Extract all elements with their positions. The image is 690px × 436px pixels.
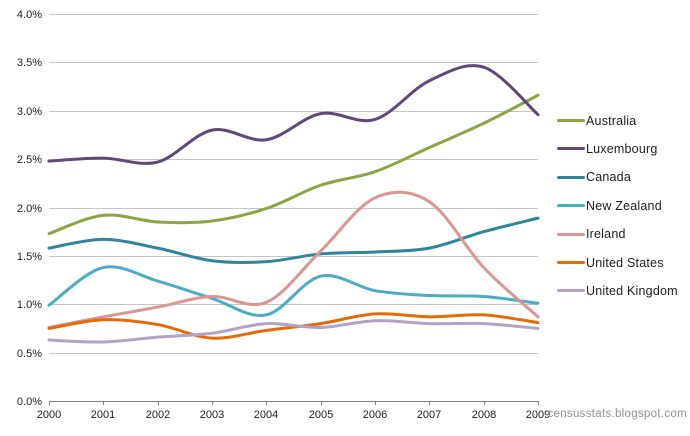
- y-axis-tick-label: 0.0%: [17, 396, 42, 408]
- x-axis-tick-label: 2003: [200, 409, 224, 421]
- y-axis-tick-label: 4.0%: [17, 9, 42, 21]
- watermark-text: censusstats.blogspot.com: [547, 408, 687, 420]
- series-line-canada: [47, 216, 540, 264]
- x-axis-tick-label: 2008: [472, 409, 496, 421]
- series-line-united-kingdom: [47, 319, 540, 344]
- x-axis-tick-label: 2009: [526, 409, 550, 421]
- series-line-australia: [47, 93, 540, 236]
- y-axis-tick-label: 0.5%: [17, 348, 42, 360]
- x-axis-tick-label: 2002: [146, 409, 170, 421]
- x-axis-tick-label: 2006: [363, 409, 387, 421]
- x-axis-tick-label: 2005: [309, 409, 333, 421]
- x-axis-tick-label: 2007: [417, 409, 441, 421]
- series-line-ireland: [47, 190, 540, 329]
- series-line-new-zealand: [47, 265, 540, 317]
- x-axis-tick-label: 2004: [254, 409, 278, 421]
- series-line-united-states: [47, 312, 540, 340]
- x-axis-tick-label: 2001: [91, 409, 115, 421]
- y-axis-tick-label: 2.5%: [17, 154, 42, 166]
- y-axis-tick-label: 1.5%: [17, 251, 42, 263]
- y-axis-tick-label: 3.0%: [17, 106, 42, 118]
- y-axis-tick-label: 1.0%: [17, 299, 42, 311]
- series-line-luxembourg: [47, 64, 540, 165]
- x-axis-tick-label: 2000: [37, 409, 61, 421]
- y-axis-tick-label: 3.5%: [17, 57, 42, 69]
- y-axis-tick-label: 2.0%: [17, 203, 42, 215]
